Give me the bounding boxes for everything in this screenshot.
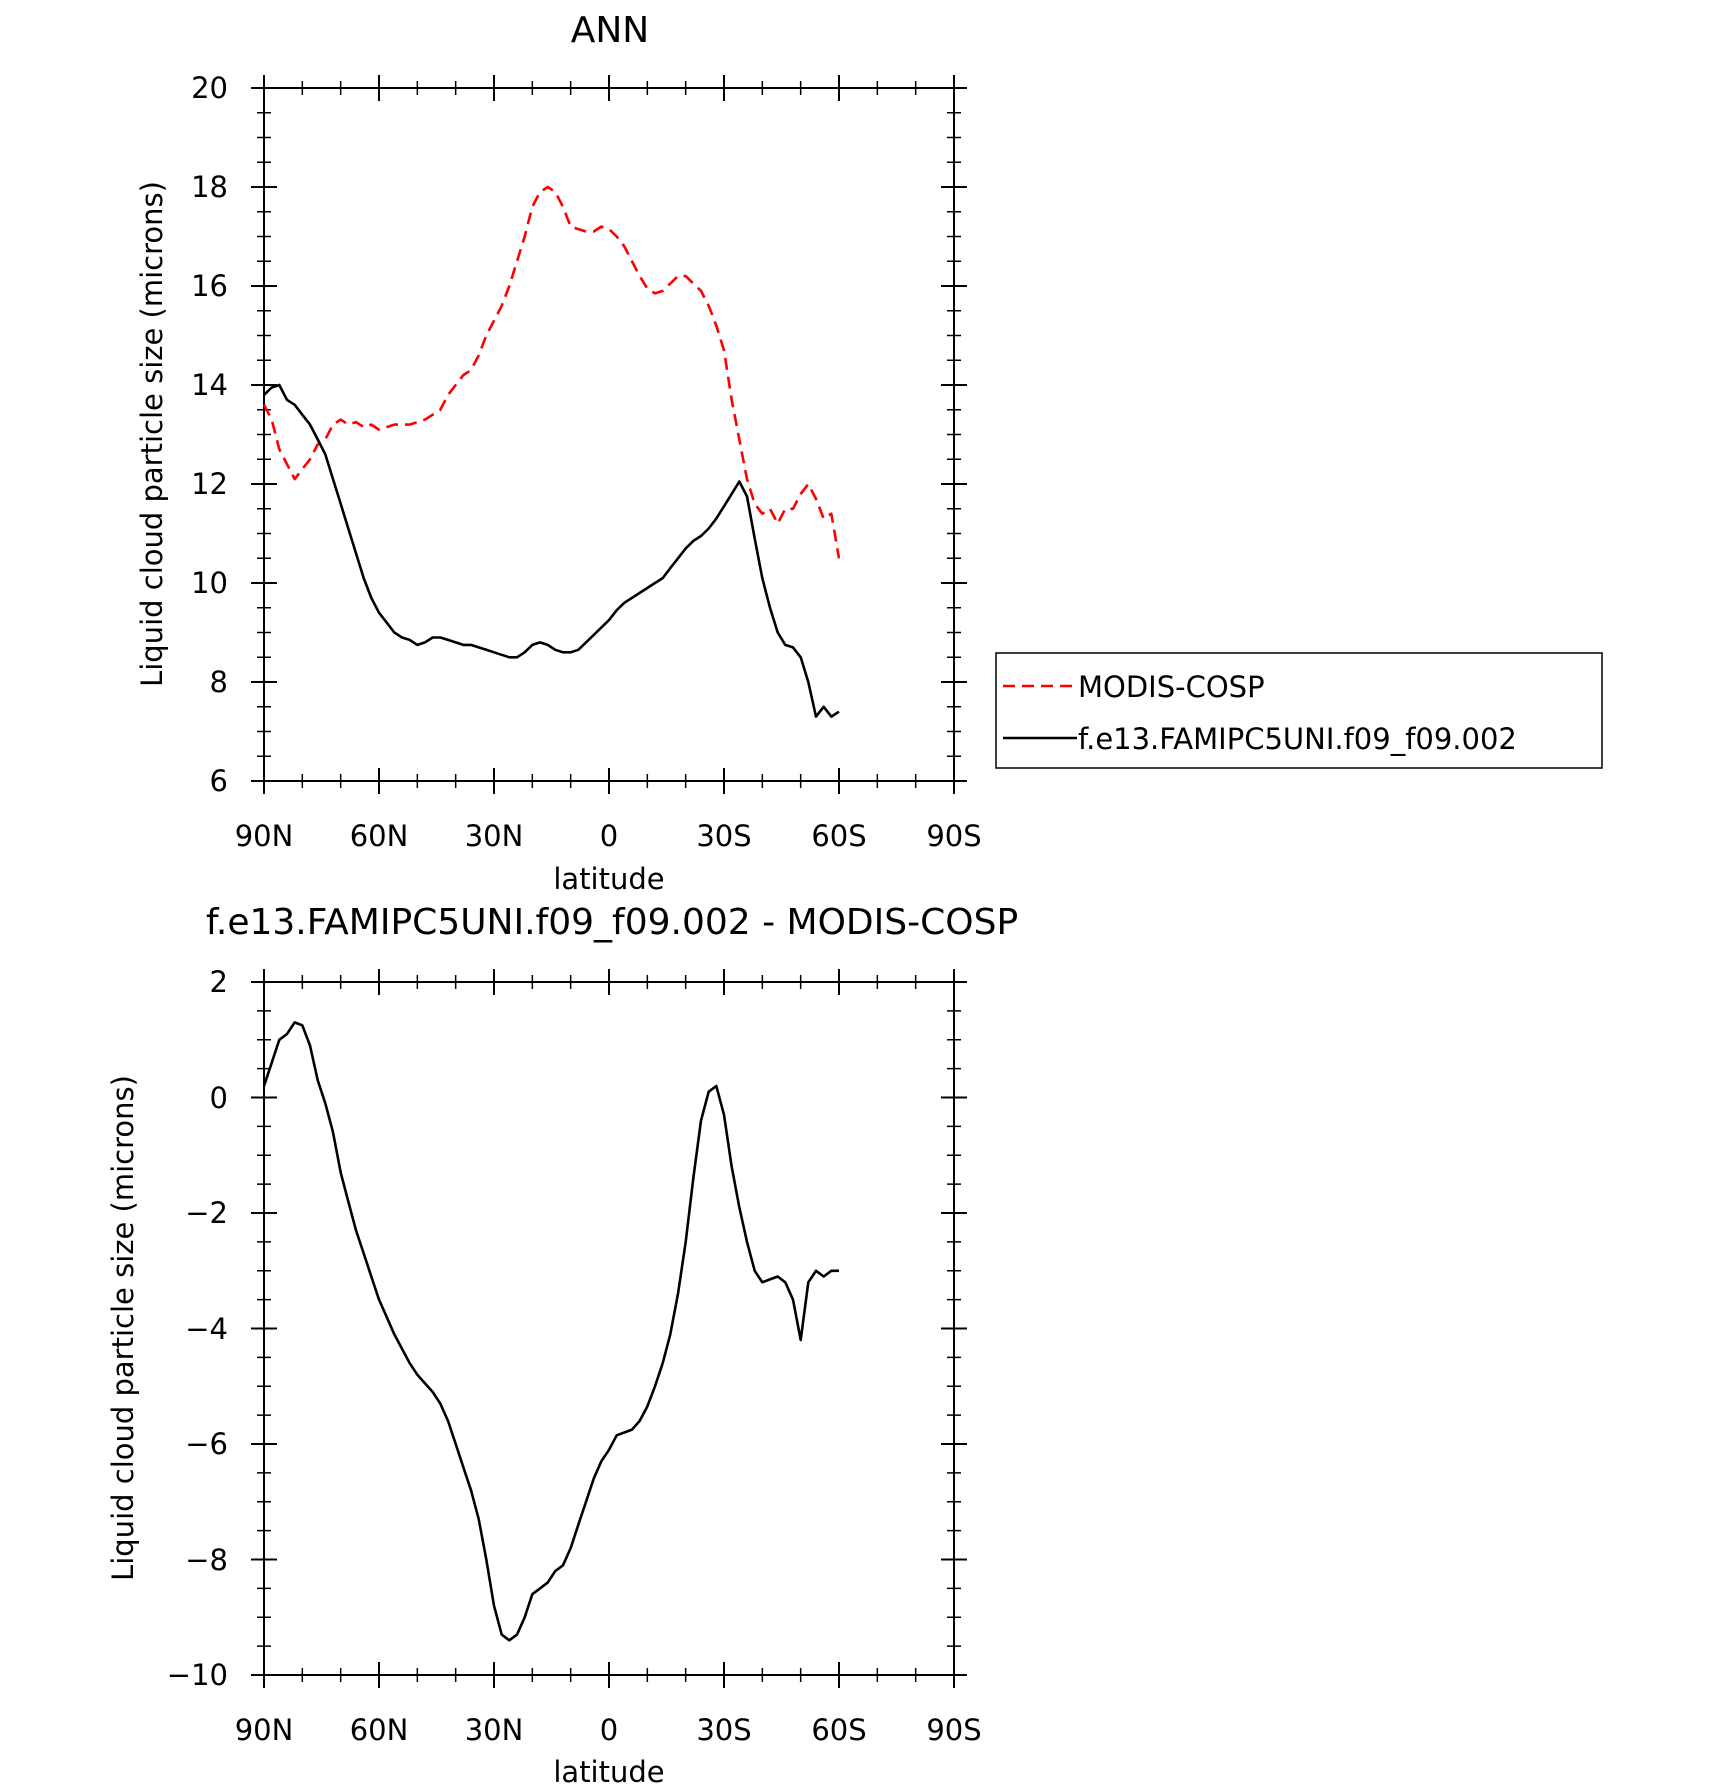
bottom-x-tick-label: 60S xyxy=(811,1713,866,1747)
bottom-y-tick-label: −8 xyxy=(185,1543,228,1577)
bottom-x-tick-labels: 90N 60N 30N 0 30S 60S 90S xyxy=(235,1713,982,1747)
top-y-tick-label: 18 xyxy=(191,170,228,204)
top-x-tick-label: 90N xyxy=(235,819,294,853)
top-y-tick-label: 14 xyxy=(191,368,228,402)
bottom-y-axis-label: Liquid cloud particle size (microns) xyxy=(106,1075,140,1581)
top-series-lines xyxy=(262,185,841,718)
top-y-tick-label: 6 xyxy=(210,764,228,798)
bottom-x-axis-label: latitude xyxy=(553,1755,664,1789)
top-chart-title: ANN xyxy=(571,10,650,51)
top-y-tick-label: 12 xyxy=(191,467,228,501)
top-x-tick-label: 60S xyxy=(811,819,866,853)
bottom-series-lines xyxy=(262,1021,839,1642)
bottom-tick-marks xyxy=(251,969,967,1688)
top-x-tick-label: 90S xyxy=(926,819,981,853)
bottom-y-tick-label: −4 xyxy=(185,1312,228,1346)
top-x-tick-label: 60N xyxy=(350,819,409,853)
top-series-line-f-e13-famipc5uni-f09-f09-002 xyxy=(263,383,840,718)
bottom-x-tick-label: 60N xyxy=(350,1713,409,1747)
legend-label-modis: MODIS-COSP xyxy=(1078,670,1265,704)
bottom-chart-title: f.e13.FAMIPC5UNI.f09_f09.002 - MODIS-COS… xyxy=(206,902,1018,943)
bottom-plot-frame xyxy=(263,981,955,1676)
top-x-tick-label: 30S xyxy=(696,819,751,853)
top-y-axis-label: Liquid cloud particle size (microns) xyxy=(135,181,169,687)
top-plot-frame xyxy=(263,87,955,782)
top-x-tick-labels: 90N 60N 30N 0 30S 60S 90S xyxy=(235,819,982,853)
top-x-axis-label: latitude xyxy=(553,862,664,896)
top-tick-marks xyxy=(251,75,967,794)
bottom-chart: f.e13.FAMIPC5UNI.f09_f09.002 - MODIS-COS… xyxy=(106,902,1018,1789)
legend-box xyxy=(995,652,1603,769)
bottom-y-tick-label: 2 xyxy=(210,965,228,999)
bottom-y-tick-label: −10 xyxy=(167,1658,228,1692)
bottom-series-line-difference xyxy=(262,1021,839,1642)
bottom-x-tick-label: 30S xyxy=(696,1713,751,1747)
bottom-x-tick-label: 90S xyxy=(926,1713,981,1747)
top-y-tick-label: 8 xyxy=(210,665,228,699)
bottom-x-tick-label: 90N xyxy=(235,1713,294,1747)
top-x-tick-label: 0 xyxy=(600,819,618,853)
top-y-tick-label: 20 xyxy=(191,71,228,105)
top-y-tick-label: 10 xyxy=(191,566,228,600)
bottom-x-tick-label: 30N xyxy=(465,1713,524,1747)
bottom-y-tick-labels: −10 −8 −6 −4 −2 0 2 xyxy=(167,965,228,1692)
top-chart: ANN 6 8 10 12 14 16 18 20 90N 60N 30N 0 … xyxy=(135,10,1603,896)
bottom-y-tick-label: 0 xyxy=(210,1081,228,1115)
bottom-x-tick-label: 0 xyxy=(600,1713,618,1747)
top-y-tick-labels: 6 8 10 12 14 16 18 20 xyxy=(191,71,228,798)
top-series-line-modis-cosp xyxy=(262,185,841,559)
legend-label-model: f.e13.FAMIPC5UNI.f09_f09.002 xyxy=(1078,722,1517,756)
legend: MODIS-COSP f.e13.FAMIPC5UNI.f09_f09.002 xyxy=(995,652,1603,769)
top-x-tick-label: 30N xyxy=(465,819,524,853)
top-y-tick-label: 16 xyxy=(191,269,228,303)
bottom-y-tick-label: −6 xyxy=(185,1427,228,1461)
bottom-y-tick-label: −2 xyxy=(185,1196,228,1230)
